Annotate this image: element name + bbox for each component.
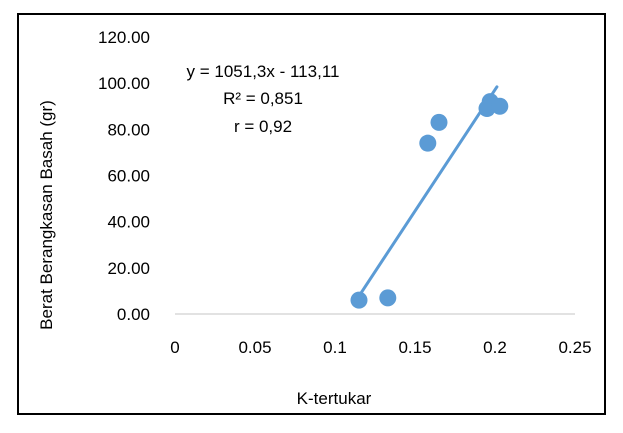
y-tick-label: 100.00 (98, 74, 150, 93)
x-tick-label: 0.1 (323, 338, 347, 357)
y-tick-label: 40.00 (107, 213, 150, 232)
x-tick-label: 0.05 (238, 338, 271, 357)
x-axis-label: K-tertukar (297, 389, 372, 408)
y-axis-label: Berat Berangkasan Basah (gr) (37, 100, 56, 330)
x-tick-label: 0.15 (398, 338, 431, 357)
x-tick-label: 0.2 (483, 338, 507, 357)
x-tick-label: 0.25 (558, 338, 591, 357)
chart-border (17, 13, 606, 415)
y-tick-labels: 0.00 20.00 40.00 60.00 80.00 100.00 120.00 (98, 28, 150, 324)
y-tick-label: 0.00 (117, 305, 150, 324)
data-point (430, 113, 448, 131)
data-point (491, 97, 509, 115)
r-squared-annotation: R² = 0,851 (223, 89, 303, 108)
data-point (379, 289, 397, 307)
x-tick-label: 0 (170, 338, 179, 357)
data-point (350, 291, 368, 309)
x-tick-labels: 0 0.05 0.1 0.15 0.2 0.25 (170, 338, 591, 357)
data-point (419, 134, 437, 152)
y-tick-label: 20.00 (107, 259, 150, 278)
y-tick-label: 60.00 (107, 167, 150, 186)
equation-annotation: y = 1051,3x - 113,11 (187, 62, 340, 81)
trendline (354, 85, 499, 302)
y-tick-label: 80.00 (107, 120, 150, 139)
r-annotation: r = 0,92 (234, 117, 292, 136)
y-tick-label: 120.00 (98, 28, 150, 47)
data-points (350, 93, 509, 309)
